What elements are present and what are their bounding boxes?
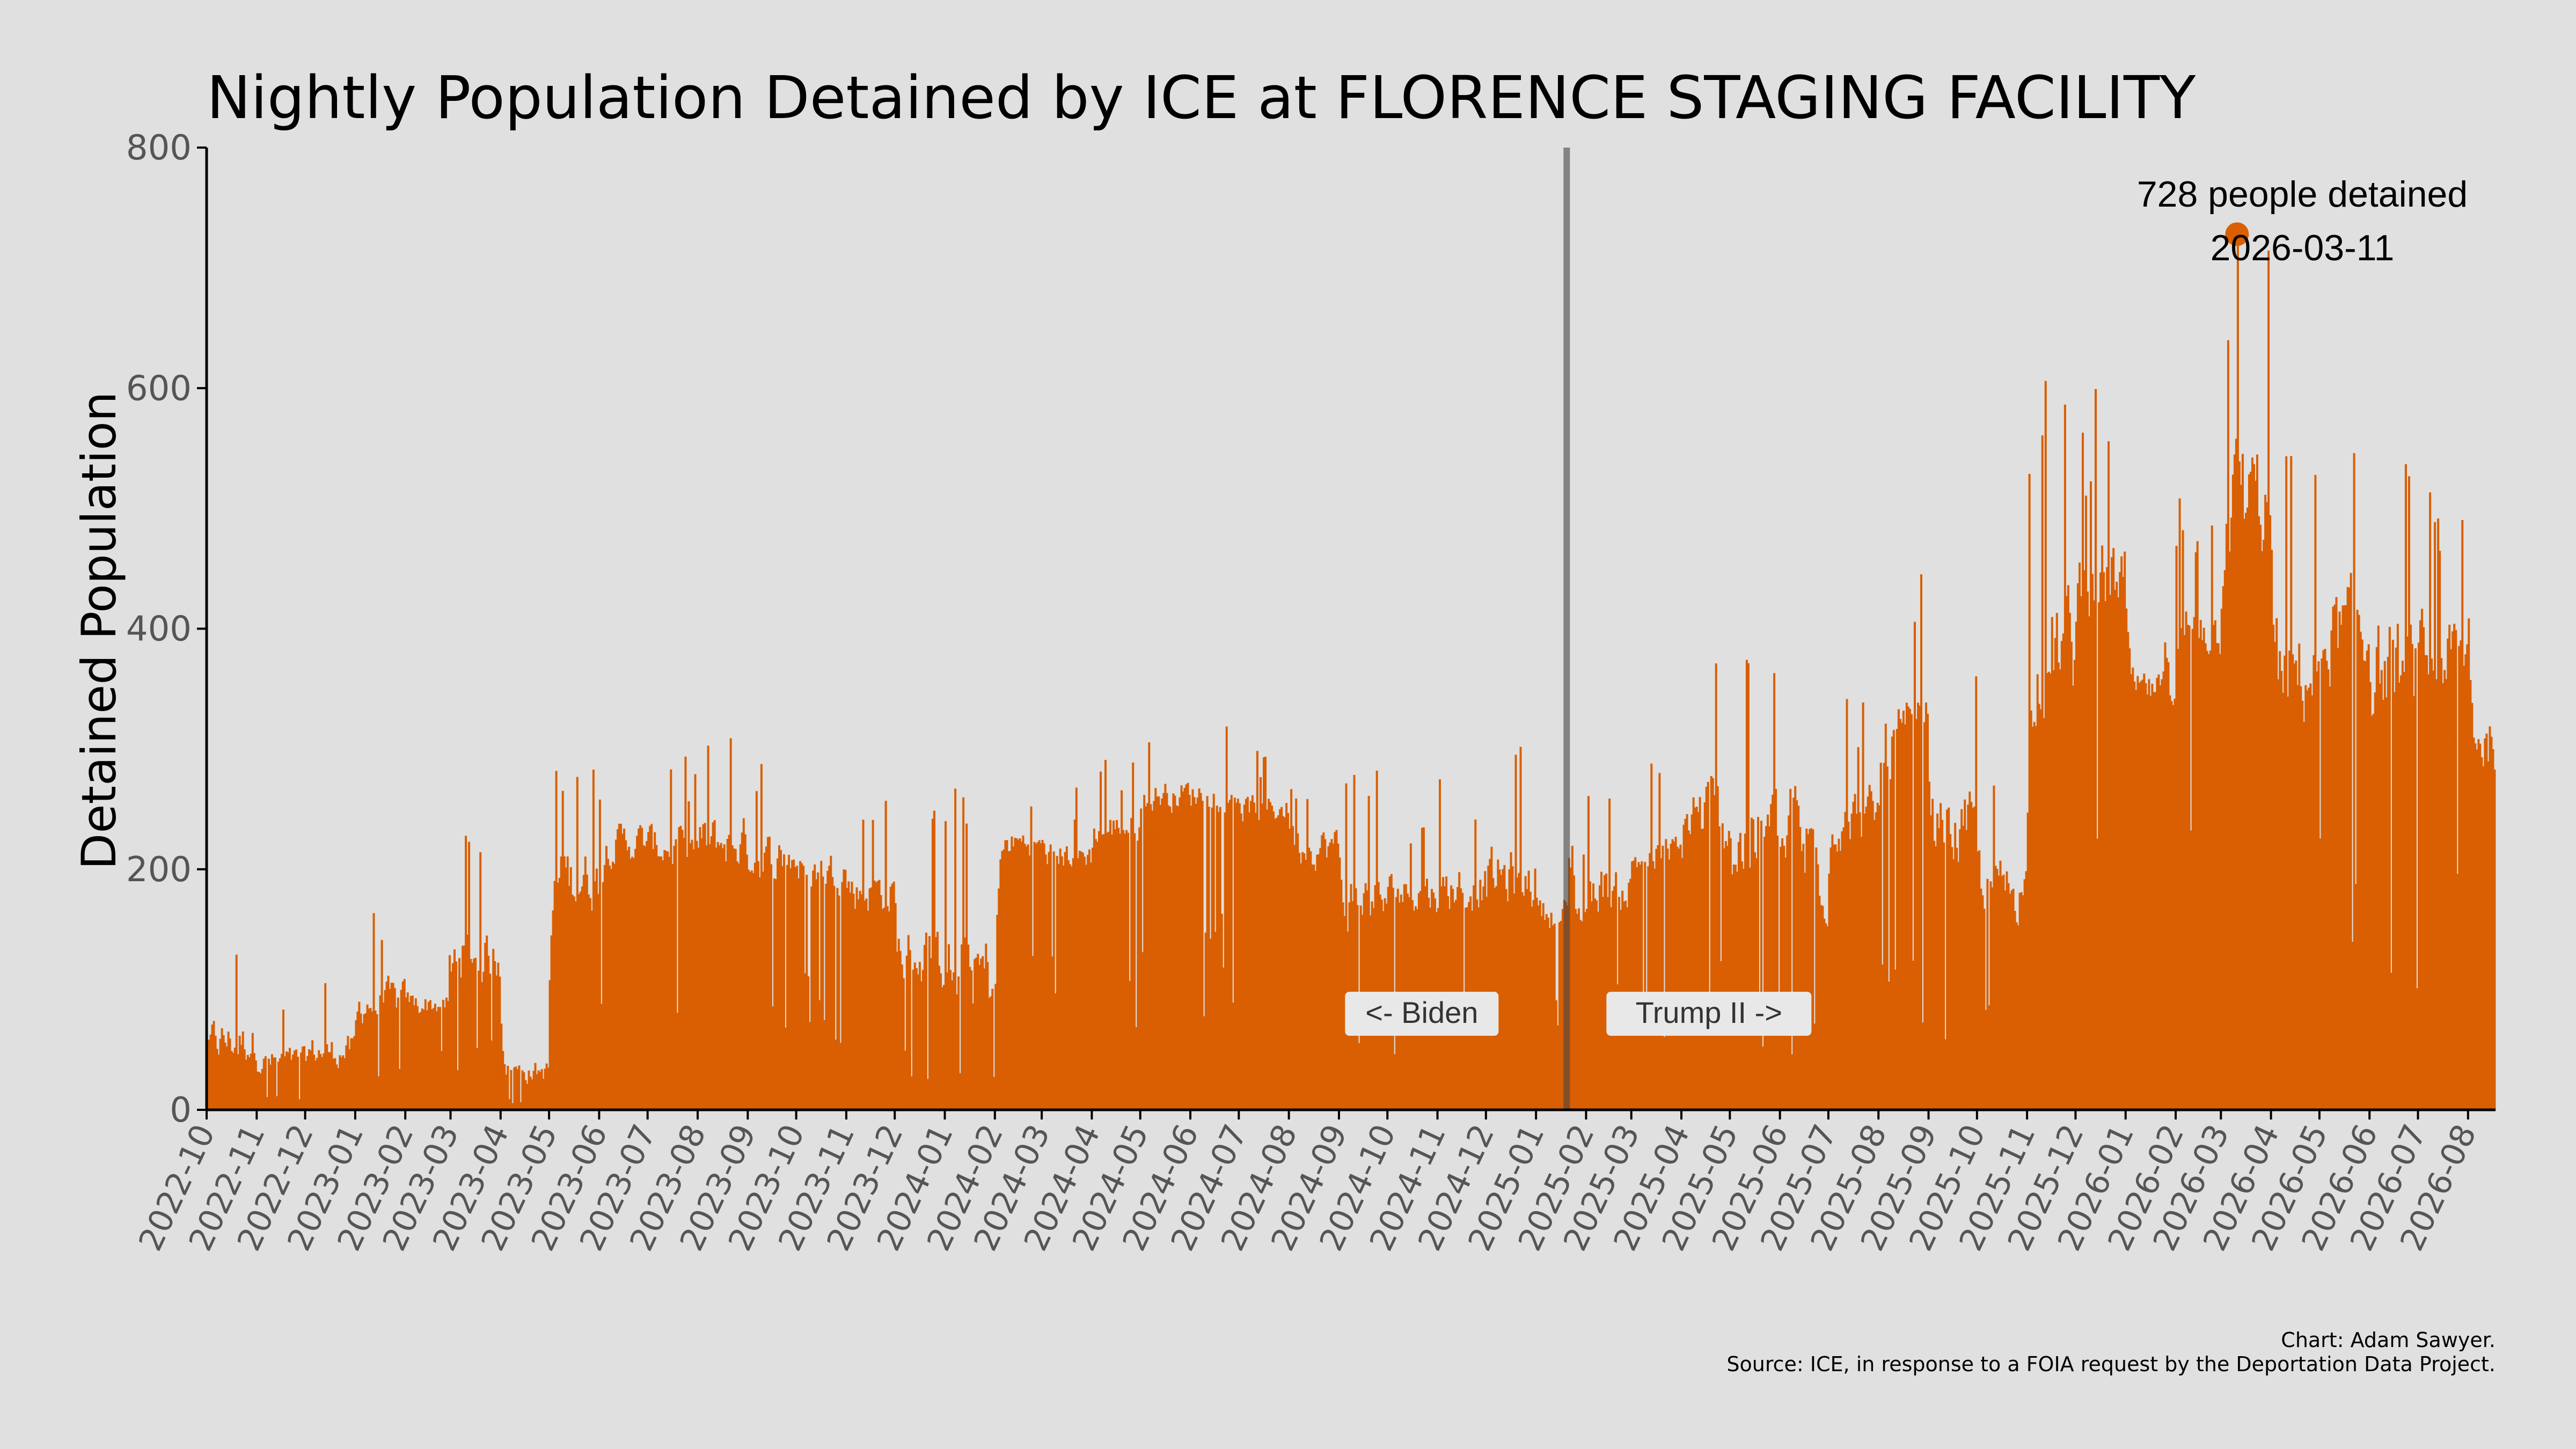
y-axis-label: Detained Population (71, 392, 127, 870)
peak-marker (2225, 222, 2249, 246)
biden-label-box (1345, 992, 1499, 1036)
daily-bars (206, 233, 2496, 1110)
y-tick-label: 600 (126, 369, 192, 408)
y-tick-label: 800 (126, 128, 192, 168)
peak-date-label: 2026-03-11 (2211, 228, 2395, 268)
biden-label: <- Biden (1365, 996, 1478, 1029)
chart-credit: Chart: Adam Sawyer. (2281, 1328, 2496, 1352)
y-tick-label: 0 (170, 1091, 192, 1130)
chart-title: Nightly Population Detained by ICE at FL… (207, 63, 2196, 132)
trump-label-box (1606, 992, 1812, 1036)
y-tick-label: 400 (126, 610, 192, 649)
peak-label: 728 people detained (2137, 174, 2468, 215)
y-tick-label: 200 (126, 850, 192, 890)
trump-label: Trump II -> (1636, 996, 1782, 1029)
chart-source: Source: ICE, in response to a FOIA reque… (1726, 1352, 2496, 1376)
